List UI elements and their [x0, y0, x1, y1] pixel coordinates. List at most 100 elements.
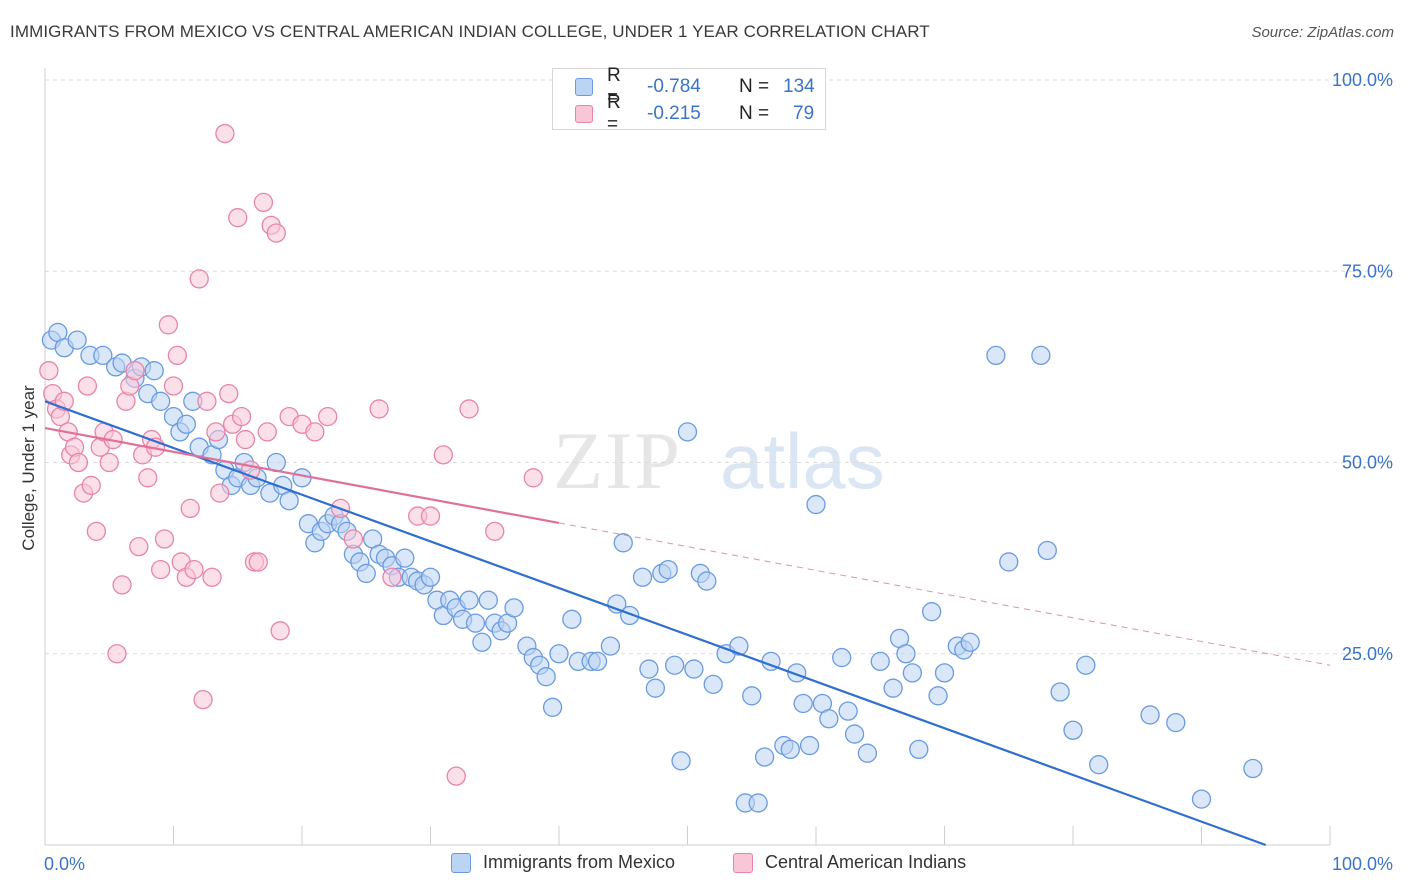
central-american-point — [193, 690, 213, 710]
mexico-point — [729, 636, 749, 656]
mexico-point — [1063, 720, 1083, 740]
central-american-point — [163, 376, 184, 396]
central-american-point — [158, 315, 179, 335]
mexico-point — [620, 605, 640, 626]
central-american-point — [253, 192, 274, 213]
mexico-point — [787, 663, 807, 683]
mexico-point — [150, 391, 171, 411]
central-american-point — [270, 621, 290, 641]
mexico-point — [93, 345, 113, 366]
central-american-point — [257, 422, 277, 442]
mexico-point — [1140, 705, 1160, 725]
central-american-point — [215, 123, 235, 144]
central-american-point — [129, 537, 149, 557]
mexico-point — [1076, 655, 1096, 675]
mexico-point — [465, 613, 486, 633]
legend-n-value: 134 — [783, 76, 815, 97]
legend-swatch-central-american — [575, 105, 593, 123]
central-american-point — [235, 429, 256, 450]
mexico-point — [793, 693, 813, 714]
mexico-point — [478, 590, 498, 610]
series-legend-label: Central American Indians — [765, 852, 967, 872]
mexico-point — [549, 644, 569, 664]
series-legend: Immigrants from Mexico Central American … — [0, 852, 1406, 876]
mexico-point — [928, 686, 948, 706]
mexico-point — [754, 747, 775, 767]
y-tick-label: 75.0% — [1342, 261, 1393, 281]
legend-row-central-american: R = -0.215 N = 79 — [575, 92, 814, 135]
mexico-point — [472, 632, 492, 652]
central-american-point — [420, 506, 441, 526]
mexico-point — [870, 651, 890, 672]
mexico-point — [1037, 540, 1057, 561]
central-american-point — [210, 483, 230, 503]
legend-n-label: N = — [739, 103, 770, 124]
central-american-point — [446, 766, 466, 786]
mexico-point — [1089, 755, 1109, 775]
central-american-point — [219, 383, 239, 404]
mexico-point — [1243, 758, 1263, 779]
mexico-point — [819, 709, 839, 729]
central-american-point — [305, 422, 325, 442]
tick-labels: 25.0% 50.0% 75.0% 100.0% 0.0% 100.0% — [44, 70, 1393, 874]
mexico-point — [536, 667, 556, 687]
mexico-point — [356, 563, 376, 584]
central-american-point — [228, 208, 248, 228]
mexico-point — [902, 663, 923, 683]
mexico-point — [542, 697, 563, 717]
series-swatch-central-american — [733, 852, 753, 873]
mexico-point — [176, 414, 197, 434]
legend-row-mexico: R = -0.784 N = 134 — [575, 65, 815, 108]
mexico-point — [799, 735, 820, 756]
mexico-point — [395, 548, 415, 568]
central-american-point — [248, 552, 268, 572]
mexico-point — [645, 678, 666, 698]
y-axis-label: College, Under 1 year — [19, 385, 38, 551]
mexico-point — [838, 701, 858, 721]
x-tick-label: 100.0% — [1332, 854, 1393, 874]
watermark: ZIP atlas — [553, 415, 885, 506]
mexico-point — [684, 659, 704, 679]
mexico-point — [883, 678, 903, 698]
mexico-point — [922, 602, 942, 622]
y-tick-label: 50.0% — [1342, 453, 1393, 473]
mexico-point — [857, 743, 878, 763]
mexico-trend-line — [44, 400, 1267, 847]
mexico-point — [832, 647, 852, 668]
central-american-point — [231, 406, 252, 427]
mexico-point — [909, 739, 929, 760]
mexico-point — [562, 609, 582, 629]
mexico-point — [697, 571, 717, 591]
legend-r-label: R = — [607, 65, 621, 108]
chart-title: IMMIGRANTS FROM MEXICO VS CENTRAL AMERIC… — [10, 22, 930, 41]
series-legend-label: Immigrants from Mexico — [483, 852, 676, 872]
mexico-point — [896, 644, 916, 664]
mexico-point — [67, 330, 87, 350]
central-american-point — [206, 422, 226, 442]
mexico-point — [292, 468, 312, 488]
data-points — [39, 123, 1263, 813]
central-american-point — [459, 399, 479, 419]
mexico-point — [844, 724, 865, 744]
mexico-point — [780, 739, 800, 760]
mexico-point — [999, 552, 1019, 572]
central-american-point — [318, 406, 338, 427]
mexico-point — [587, 651, 608, 672]
series-legend-mexico: Immigrants from Mexico — [451, 852, 675, 873]
correlation-legend: R = -0.784 N = 134 R = -0.215 N = 79 — [552, 65, 826, 135]
y-tick-label: 100.0% — [1332, 70, 1393, 90]
central-american-point — [433, 445, 454, 465]
central-american-point — [112, 575, 132, 595]
legend-r-value: -0.215 — [647, 103, 701, 124]
mexico-point — [600, 636, 621, 656]
central-american-point — [369, 399, 389, 419]
x-tick-label: 0.0% — [44, 854, 85, 874]
mexico-point — [934, 663, 955, 683]
mexico-point — [742, 686, 762, 706]
central-american-point — [184, 559, 204, 580]
legend-r-label: R = — [607, 92, 621, 135]
mexico-point — [1031, 345, 1051, 366]
chart-source: Source: ZipAtlas.com — [1251, 24, 1394, 41]
axes — [44, 68, 1331, 846]
